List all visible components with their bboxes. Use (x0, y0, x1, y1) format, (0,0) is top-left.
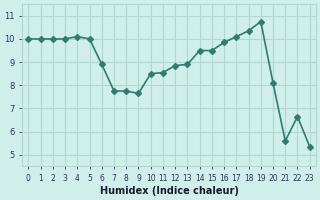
X-axis label: Humidex (Indice chaleur): Humidex (Indice chaleur) (100, 186, 238, 196)
